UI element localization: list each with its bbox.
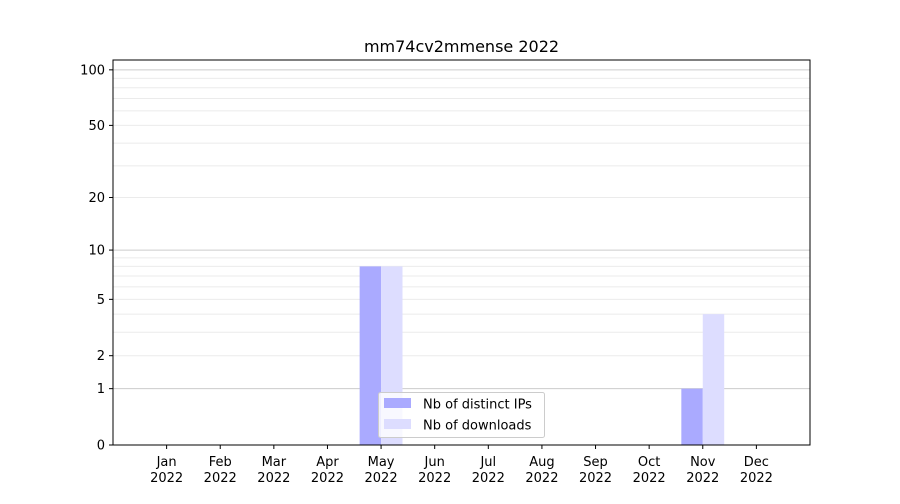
y-tick-label: 100	[80, 63, 105, 78]
x-tick-label: May	[368, 455, 395, 470]
y-tick-label: 2	[97, 349, 105, 364]
legend-swatch-downloads	[384, 419, 411, 429]
legend-label-downloads: Nb of downloads	[423, 419, 532, 434]
y-tick-label: 20	[88, 191, 105, 206]
legend-swatch-ips	[384, 398, 411, 408]
y-tick-label: 10	[88, 244, 105, 259]
x-tick-label: Aug	[529, 455, 554, 470]
x-tick-label: 2022	[204, 471, 237, 486]
legend-label-ips: Nb of distinct IPs	[423, 398, 532, 413]
bar-distinct-ips	[359, 266, 382, 445]
x-tick-label: Oct	[638, 455, 660, 470]
x-tick-label: Mar	[262, 455, 287, 470]
x-tick-label: Jul	[479, 455, 496, 470]
y-tick-label: 50	[88, 119, 105, 134]
x-tick-label: Apr	[316, 455, 339, 470]
x-tick-label: 2022	[311, 471, 344, 486]
y-tick-label: 0	[97, 439, 105, 454]
x-tick-label: Sep	[583, 455, 608, 470]
x-tick-label: 2022	[365, 471, 398, 486]
x-tick-label: 2022	[418, 471, 451, 486]
x-tick-label: 2022	[257, 471, 290, 486]
chart-title: mm74cv2mmense 2022	[364, 37, 559, 56]
x-tick-label: 2022	[472, 471, 505, 486]
x-axis: Jan2022Feb2022Mar2022Apr2022May2022Jun20…	[150, 445, 773, 486]
x-tick-label: 2022	[525, 471, 558, 486]
x-tick-label: 2022	[579, 471, 612, 486]
x-tick-label: Feb	[209, 455, 232, 470]
legend-frame	[378, 392, 545, 438]
y-axis: 0 1 2 5 10 20 50 100	[80, 63, 113, 454]
y-tick-label: 1	[97, 382, 105, 397]
x-tick-label: 2022	[686, 471, 719, 486]
x-tick-label: 2022	[633, 471, 666, 486]
legend: Nb of distinct IPs Nb of downloads	[378, 392, 545, 438]
y-tick-label: 5	[97, 293, 105, 308]
bar-distinct-ips	[681, 388, 703, 445]
x-tick-label: Jan	[156, 455, 177, 470]
x-tick-label: 2022	[150, 471, 183, 486]
x-tick-label: 2022	[740, 471, 773, 486]
bar-downloads	[702, 314, 725, 445]
plot-frame	[112, 59, 811, 446]
x-tick-label: Jun	[424, 455, 445, 470]
grid	[113, 69, 810, 390]
x-tick-label: Nov	[690, 455, 716, 470]
x-tick-label: Dec	[744, 455, 769, 470]
